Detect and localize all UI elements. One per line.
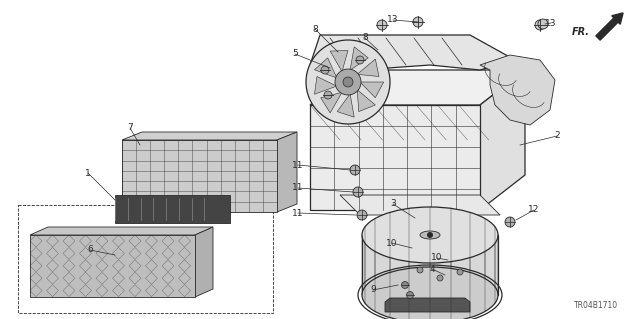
Polygon shape [480,70,525,210]
Polygon shape [357,90,375,112]
Circle shape [350,165,360,175]
Bar [18,205,273,313]
Ellipse shape [420,231,440,239]
Polygon shape [195,227,213,297]
Polygon shape [314,58,337,78]
Polygon shape [337,94,354,117]
Circle shape [324,91,332,99]
Circle shape [535,20,545,30]
Text: 2: 2 [554,131,560,140]
Text: 6: 6 [87,246,93,255]
Text: 10: 10 [431,254,443,263]
Circle shape [417,267,423,273]
Polygon shape [30,235,195,297]
Circle shape [356,56,364,64]
Text: 11: 11 [292,183,304,192]
Polygon shape [30,227,213,235]
Text: 12: 12 [528,205,540,214]
Polygon shape [122,140,277,212]
Text: 3: 3 [390,199,396,209]
Circle shape [306,40,390,124]
Polygon shape [360,82,384,98]
Ellipse shape [362,267,498,319]
FancyArrow shape [596,13,623,40]
Polygon shape [318,55,378,112]
Polygon shape [480,55,555,125]
Text: FR.: FR. [572,27,590,37]
Polygon shape [350,47,368,70]
Ellipse shape [362,207,498,263]
Circle shape [377,20,387,30]
Circle shape [437,275,443,281]
Polygon shape [314,77,337,94]
Circle shape [427,232,433,238]
Polygon shape [122,132,297,140]
Polygon shape [321,93,342,113]
Polygon shape [310,70,525,105]
Circle shape [505,217,515,227]
Circle shape [413,17,423,27]
Circle shape [353,187,363,197]
Polygon shape [357,59,379,77]
Circle shape [538,19,548,29]
Polygon shape [277,132,297,212]
Circle shape [357,210,367,220]
Text: TR04B1710: TR04B1710 [574,301,618,310]
Polygon shape [330,50,348,71]
Circle shape [343,77,353,87]
Text: 8: 8 [362,33,368,42]
Text: 7: 7 [127,123,133,132]
Text: 11: 11 [292,160,304,169]
Circle shape [401,281,408,288]
Text: 5: 5 [292,49,298,58]
Bar [115,195,230,223]
Polygon shape [340,195,500,215]
Circle shape [457,269,463,275]
Text: 9: 9 [370,286,376,294]
Text: 10: 10 [387,239,397,248]
Text: 11: 11 [292,209,304,218]
Polygon shape [310,35,515,70]
Polygon shape [310,105,480,210]
Text: 1: 1 [85,168,91,177]
Text: 8: 8 [312,25,318,33]
Text: 13: 13 [387,16,399,25]
Circle shape [335,69,361,95]
Text: 4: 4 [429,264,435,273]
Circle shape [406,292,413,299]
Circle shape [321,66,329,74]
Text: 13: 13 [545,19,557,27]
Bar [362,235,498,295]
Polygon shape [385,298,470,312]
